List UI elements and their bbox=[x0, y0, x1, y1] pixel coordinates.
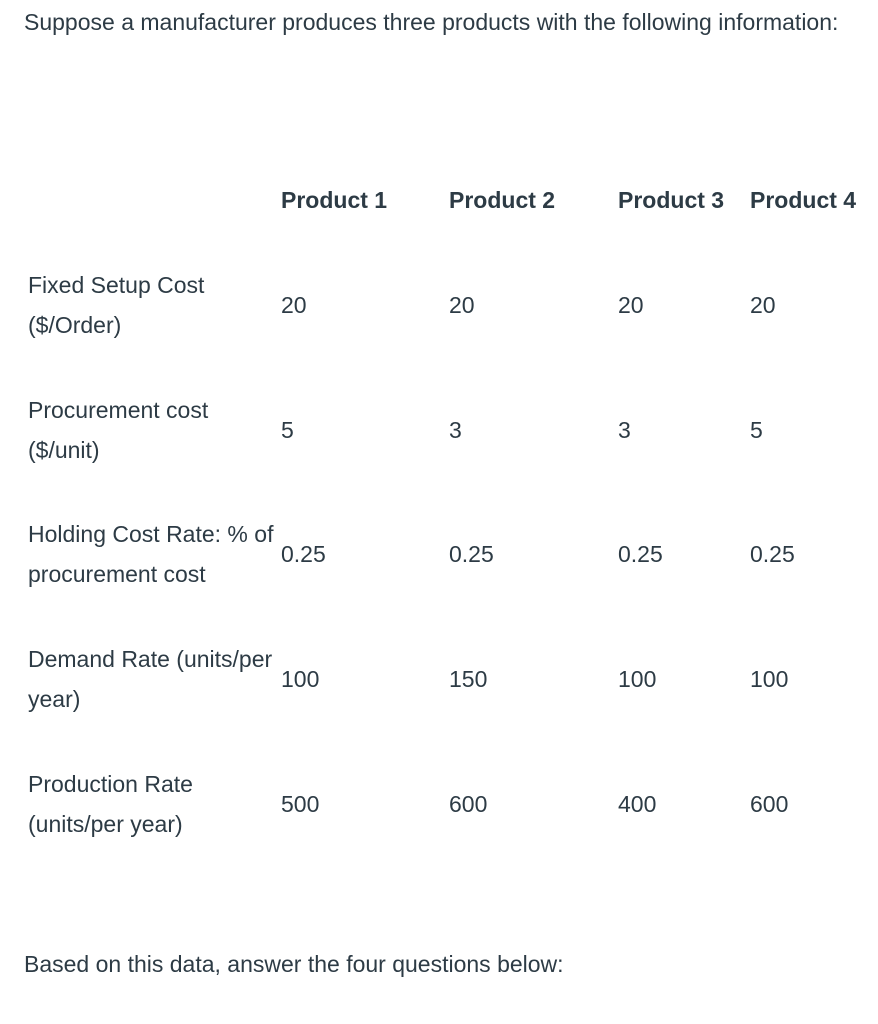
column-header-product-1: Product 1 bbox=[281, 187, 388, 213]
table-cell: 0.25 bbox=[750, 541, 795, 567]
table-cell: 20 bbox=[449, 292, 475, 318]
row-label-procurement-cost: Procurement cost ($/unit) bbox=[28, 397, 209, 463]
table-cell: 5 bbox=[281, 417, 294, 443]
table-cell: 3 bbox=[618, 417, 631, 443]
outro-text: Based on this data, answer the four ques… bbox=[24, 951, 564, 977]
row-label-production-rate: Production Rate (units/per year) bbox=[28, 771, 193, 837]
table-cell: 5 bbox=[750, 417, 763, 443]
table-cell: 600 bbox=[449, 791, 488, 817]
row-label-holding-cost-rate: Holding Cost Rate: % of procurement cost bbox=[28, 521, 274, 587]
table-cell: 600 bbox=[750, 791, 789, 817]
row-label-fixed-setup-cost: Fixed Setup Cost ($/Order) bbox=[28, 272, 205, 338]
table-cell: 0.25 bbox=[281, 541, 326, 567]
row-label-demand-rate: Demand Rate (units/per year) bbox=[28, 646, 273, 712]
table-cell: 20 bbox=[750, 292, 776, 318]
table-cell: 100 bbox=[750, 666, 789, 692]
column-header-product-4: Product 4 bbox=[750, 187, 857, 213]
table-cell: 100 bbox=[618, 666, 657, 692]
intro-text: Suppose a manufacturer produces three pr… bbox=[24, 9, 839, 35]
table-cell: 100 bbox=[281, 666, 320, 692]
table-cell: 0.25 bbox=[618, 541, 663, 567]
column-header-product-2: Product 2 bbox=[449, 187, 556, 213]
table-cell: 400 bbox=[618, 791, 657, 817]
table-cell: 20 bbox=[281, 292, 307, 318]
table-cell: 0.25 bbox=[449, 541, 494, 567]
table-cell: 3 bbox=[449, 417, 462, 443]
table-cell: 500 bbox=[281, 791, 320, 817]
column-header-product-3: Product 3 bbox=[618, 187, 725, 213]
table-cell: 150 bbox=[449, 666, 488, 692]
table-cell: 20 bbox=[618, 292, 644, 318]
